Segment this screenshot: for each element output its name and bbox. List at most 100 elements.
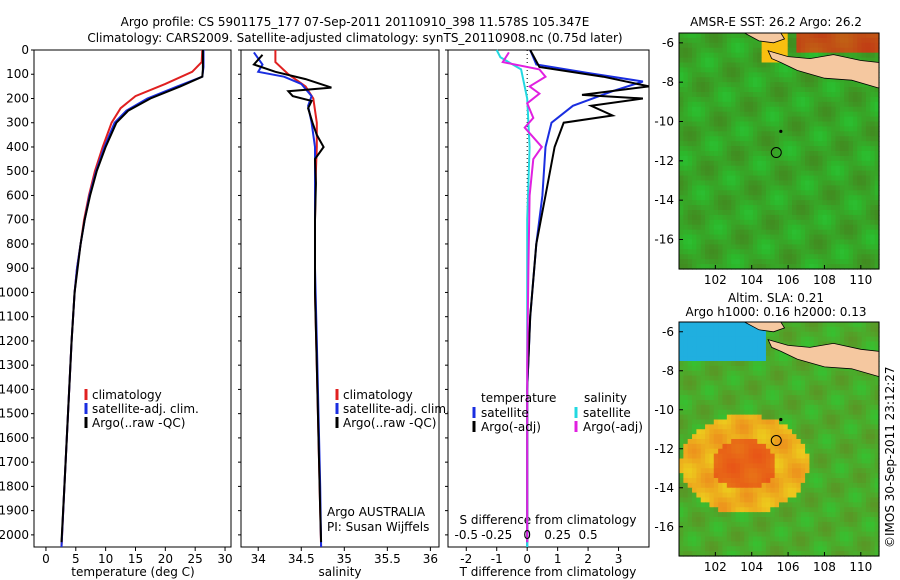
sla_map-grid-cell: [805, 541, 811, 547]
sst_map-grid-cell: [774, 214, 780, 221]
sla_map-grid-cell: [805, 390, 811, 396]
sst_map-grid-cell: [765, 62, 771, 69]
sst_map-grid-cell: [844, 219, 850, 226]
sla_map-grid-cell: [726, 458, 732, 464]
sst_map-grid-cell: [744, 37, 750, 44]
sla_map-grid-cell: [857, 482, 863, 489]
sst_map-grid-cell: [748, 224, 754, 231]
sla_map-grid-cell: [731, 541, 737, 547]
sst_map-grid-cell: [774, 121, 780, 128]
sst_map-grid-cell: [874, 195, 880, 201]
sla_map-grid-cell: [874, 429, 880, 435]
sst_map-grid-cell: [835, 195, 841, 201]
sst_map-grid-cell: [731, 37, 737, 44]
sla_map-grid-cell: [765, 458, 771, 464]
sla_map-grid-cell: [752, 546, 758, 552]
sla_map-grid-cell: [805, 478, 811, 484]
sla_map-grid-cell: [735, 463, 741, 469]
sla_map-grid-cell: [796, 341, 802, 347]
sla_map-grid-cell: [870, 385, 876, 391]
sst_map-grid-cell: [705, 224, 711, 231]
sla_map-grid-cell: [874, 482, 880, 489]
sst_map-grid-cell: [770, 106, 776, 113]
sla_map-grid-cell: [713, 346, 719, 352]
sla_map-grid-cell: [861, 395, 867, 401]
sla_map-grid-cell: [779, 365, 784, 372]
sla_map-grid-cell: [774, 414, 780, 421]
sst_map-grid-cell: [792, 175, 797, 182]
sst_map-grid-cell: [809, 33, 815, 39]
sla_map-grid-cell: [813, 551, 819, 557]
sla_map-grid-cell: [700, 395, 706, 401]
sla_map-grid-cell: [822, 414, 828, 421]
sst_map-grid-cell: [726, 67, 732, 73]
sla_map-grid-cell: [848, 551, 854, 557]
sla_map-grid-cell: [792, 526, 797, 533]
sla_map-grid-cell: [709, 526, 715, 533]
sla_map-grid-cell: [822, 385, 828, 391]
sst_map-grid-cell: [787, 96, 793, 103]
sla_map-grid-cell: [870, 546, 876, 552]
sst_map-grid-cell: [792, 37, 797, 44]
sla_map-grid-cell: [757, 546, 763, 552]
sla_map-grid-cell: [800, 521, 806, 528]
sst_map-grid-cell: [813, 210, 819, 216]
sla_map-grid-cell: [679, 497, 684, 503]
figure-title-line2: Climatology: CARS2009. Satellite-adjuste…: [87, 31, 622, 45]
sst_map-grid-cell: [783, 47, 789, 54]
sla_map-grid-cell: [692, 424, 697, 430]
sst_map-xtick-label: 106: [777, 273, 800, 287]
sla_map-grid-cell: [757, 400, 763, 406]
sst_map-grid-cell: [752, 170, 758, 177]
sla_map-grid-cell: [826, 448, 832, 455]
sst_map-grid-cell: [818, 175, 824, 182]
sla_map-grid-cell: [792, 400, 797, 406]
sst_map-grid-cell: [705, 92, 711, 98]
sst_map-grid-cell: [848, 190, 854, 196]
sst_map-grid-cell: [792, 67, 797, 73]
sst_map-grid-cell: [835, 33, 841, 39]
sla_map-grid-cell: [787, 439, 793, 445]
sst_map-grid-cell: [696, 121, 702, 128]
sla_map-grid-cell: [713, 458, 719, 464]
sla_map-grid-cell: [874, 434, 880, 440]
sla_map-grid-cell: [744, 361, 750, 367]
sla_map-grid-cell: [818, 331, 824, 338]
sla_map-grid-cell: [861, 512, 867, 518]
sst_map-grid-cell: [713, 244, 719, 250]
sla_map-grid-cell: [739, 453, 745, 460]
sst_map-grid-cell: [861, 190, 867, 196]
sst_map-grid-cell: [800, 126, 806, 132]
sla_map-grid-cell: [718, 400, 724, 406]
sla_map-grid-cell: [748, 400, 754, 406]
sla_map-grid-cell: [796, 409, 802, 416]
sla_map-grid-cell: [744, 487, 750, 494]
sla_map-grid-cell: [826, 419, 832, 425]
sst_map-grid-cell: [700, 42, 706, 49]
sla_map-grid-cell: [848, 380, 854, 386]
sla_map-grid-cell: [718, 546, 724, 552]
sla_map-grid-cell: [748, 361, 754, 367]
sla_map-grid-cell: [822, 409, 828, 416]
sst_map-grid-cell: [831, 92, 837, 98]
sla_map-grid-cell: [718, 351, 724, 357]
sla_map-grid-cell: [787, 536, 793, 542]
sst_map-grid-cell: [679, 141, 684, 147]
sla_map-grid-cell: [761, 385, 767, 391]
sla_map-grid-cell: [705, 521, 711, 528]
sst_map-grid-cell: [752, 52, 758, 59]
sst_map-grid-cell: [744, 33, 750, 39]
sla_map-grid-cell: [857, 536, 863, 542]
sla_map-grid-cell: [809, 526, 815, 533]
sst_map-grid-cell: [822, 180, 828, 187]
sst_map-grid-cell: [779, 126, 784, 132]
sla_map-grid-cell: [679, 502, 684, 508]
sla_map-grid-cell: [687, 497, 693, 503]
sst_map-grid-cell: [861, 259, 867, 265]
sla_map-grid-cell: [687, 521, 693, 528]
sst_map-grid-cell: [739, 160, 745, 167]
sla_map-grid-cell: [679, 351, 684, 357]
sst_map-grid-cell: [861, 121, 867, 128]
sst_map-grid-cell: [800, 151, 806, 157]
sla_map-grid-cell: [774, 492, 780, 499]
